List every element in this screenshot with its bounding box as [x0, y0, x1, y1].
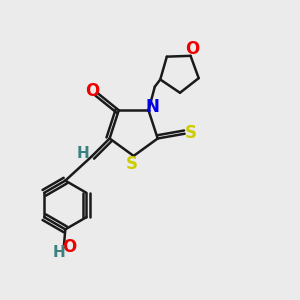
Text: S: S	[185, 124, 197, 142]
Text: O: O	[85, 82, 99, 100]
Text: O: O	[62, 238, 76, 256]
Text: H: H	[77, 146, 90, 161]
Text: N: N	[146, 98, 159, 116]
Text: S: S	[126, 155, 138, 173]
Text: O: O	[185, 40, 199, 58]
Text: H: H	[53, 245, 65, 260]
